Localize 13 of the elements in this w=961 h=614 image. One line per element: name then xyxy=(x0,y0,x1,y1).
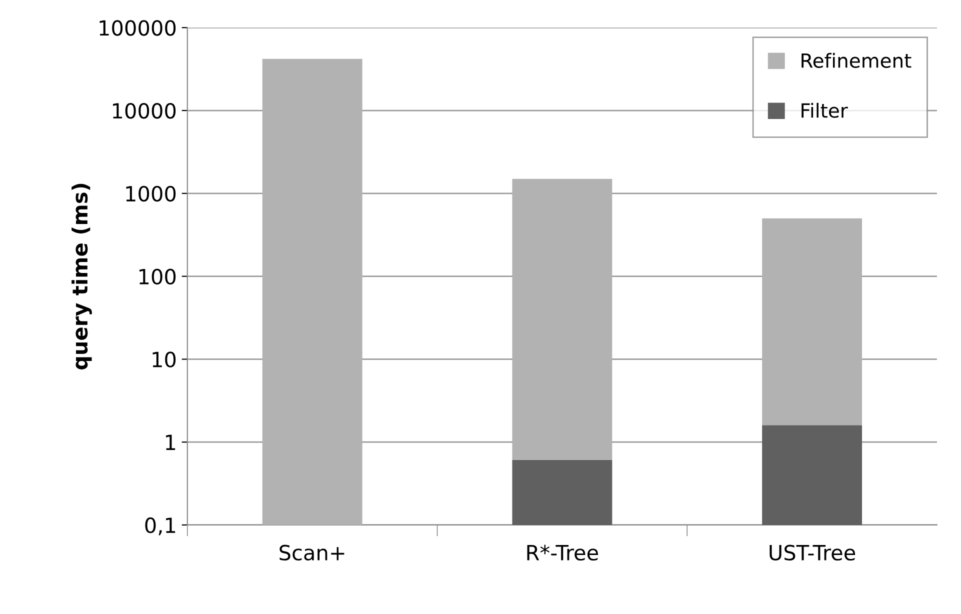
y-tick-label: 100000 xyxy=(100,20,176,36)
y-tick-label: 1000 xyxy=(126,186,176,202)
y-tick-label: 0,1 xyxy=(145,517,176,536)
x-tick-label: R*-Tree xyxy=(527,544,598,561)
y-tick-label: 10000 xyxy=(112,102,176,119)
legend-label: Refinement xyxy=(802,52,912,68)
legend-label: Filter xyxy=(802,102,848,118)
x-tick-label: Scan+ xyxy=(280,544,344,561)
x-tick-label: UST-Tree xyxy=(770,544,856,561)
y-tick-label: 1 xyxy=(166,434,176,450)
y-axis-title: query time (ms) xyxy=(72,184,92,370)
y-tick-label: 10 xyxy=(152,352,176,368)
y-tick-label: 100 xyxy=(140,268,176,285)
